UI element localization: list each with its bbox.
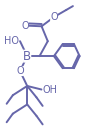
Text: HO: HO	[4, 36, 19, 46]
Text: B: B	[23, 50, 31, 63]
Text: O: O	[50, 12, 58, 22]
Text: O: O	[21, 21, 29, 31]
Text: O: O	[16, 66, 24, 76]
Text: OH: OH	[43, 85, 58, 94]
